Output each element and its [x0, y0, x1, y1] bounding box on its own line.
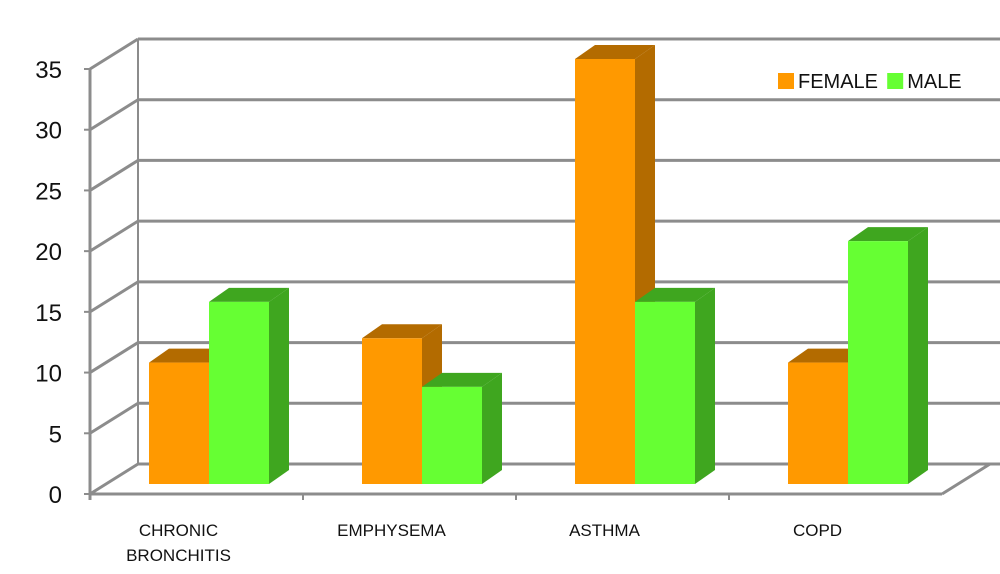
y-tick-label: 35	[35, 57, 62, 84]
y-tick-label: 30	[35, 118, 62, 145]
bar-male-chronic-bronchitis-top	[209, 287, 289, 302]
bar-male-asthma	[635, 301, 695, 484]
x-category-label: ASTHMA	[569, 521, 641, 540]
y-tick-label: 20	[35, 239, 62, 266]
x-category-label: EMPHYSEMA	[337, 521, 446, 540]
bar-female-asthma	[575, 59, 635, 484]
y-tick-label: 25	[35, 178, 62, 205]
gridline-diag	[89, 280, 139, 314]
bar-female-emphysema-top	[362, 324, 442, 339]
gridline-diag	[89, 98, 139, 131]
floor-right-edge	[941, 462, 991, 496]
bar-male-asthma-top	[635, 287, 715, 302]
x-category-label: COPD	[793, 521, 842, 540]
bar-male-emphysema-side	[482, 372, 502, 484]
gridline-diag	[89, 341, 139, 374]
y-tick-label: 0	[49, 482, 62, 509]
bar-female-emphysema	[362, 338, 422, 484]
y-tick-label: 15	[35, 300, 62, 327]
legend-label-female: FEMALE	[798, 71, 878, 93]
bar-female-copd	[788, 362, 848, 484]
y-tick-label: 10	[35, 361, 62, 388]
gridline-diag	[89, 402, 139, 435]
gridline-diag	[89, 37, 139, 71]
x-category-label: CHRONIC BRONCHITIS	[126, 521, 231, 565]
gridline-diag	[89, 219, 139, 253]
legend-swatch-male	[887, 73, 904, 89]
gridline-diag	[89, 462, 139, 496]
bar-male-chronic-bronchitis	[209, 301, 269, 484]
bar-male-copd-side	[908, 227, 928, 484]
bar-male-copd	[848, 241, 908, 484]
bar-female-chronic-bronchitis	[149, 362, 209, 484]
legend-swatch-female	[778, 73, 794, 89]
bar-female-asthma-top	[575, 45, 655, 59]
bar-male-chronic-bronchitis-side	[269, 287, 289, 484]
bar-male-emphysema	[422, 386, 482, 484]
bar-male-copd-top	[848, 227, 928, 242]
bar-male-asthma-side	[695, 287, 715, 484]
legend-label-male: MALE	[907, 71, 961, 93]
gridline-diag	[89, 159, 139, 192]
y-tick-label: 5	[49, 421, 62, 448]
bar-male-emphysema-top	[422, 372, 502, 387]
